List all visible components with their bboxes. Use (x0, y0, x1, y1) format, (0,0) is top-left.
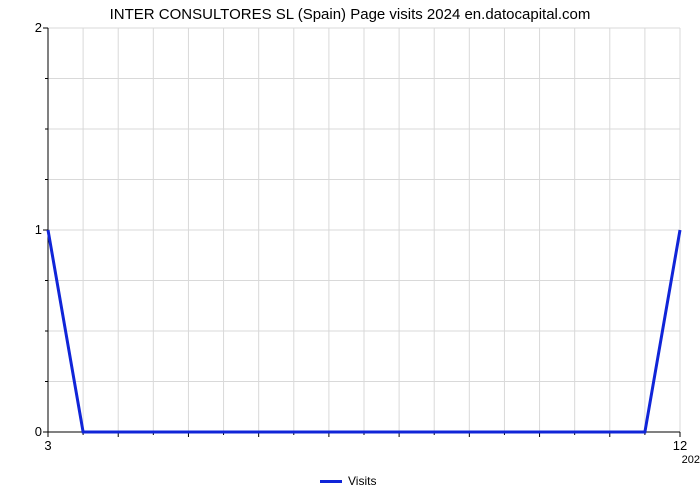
x-secondary-label: 202 (660, 454, 700, 466)
y-tick-label: 1 (18, 222, 42, 237)
y-tick-label: 2 (18, 20, 42, 35)
legend-label: Visits (348, 474, 376, 488)
x-tick-label-right: 12 (665, 438, 695, 453)
chart-plot (0, 0, 700, 500)
x-tick-label-left: 3 (33, 438, 63, 453)
chart-legend: Visits (320, 474, 376, 488)
y-tick-label: 0 (18, 424, 42, 439)
legend-swatch (320, 480, 342, 483)
